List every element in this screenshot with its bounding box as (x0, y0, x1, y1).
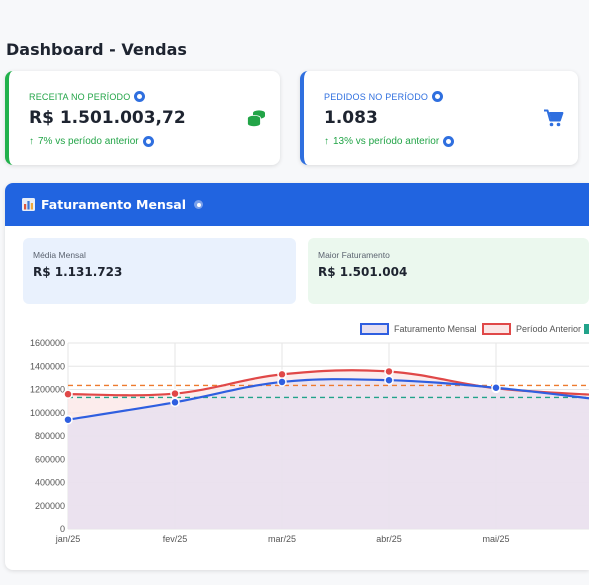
avg-stat-box: Média Mensal R$ 1.131.723 (23, 238, 296, 304)
x-tick-label: jan/25 (55, 534, 81, 544)
data-point (63, 414, 73, 425)
cart-icon (544, 109, 564, 127)
y-tick-label: 1600000 (30, 338, 65, 348)
series-line (68, 378, 589, 421)
orders-kpi-value: 1.083 (324, 108, 378, 128)
chart-card-title: Faturamento Mensal (41, 197, 187, 212)
x-tick-label: mar/25 (268, 534, 296, 544)
x-tick-label: mai/25 (482, 534, 509, 544)
data-point (384, 375, 394, 385)
info-icon[interactable] (142, 136, 154, 147)
y-tick-label: 400000 (35, 478, 65, 488)
orders-kpi-card: PEDIDOS NO PERÍODO 1.083 ↑ 13% vs períod… (300, 71, 578, 165)
y-tick-label: 1000000 (30, 408, 65, 418)
line-chart: 0 200000 400000 600000 800000 1000000 1200000 1… (30, 323, 589, 544)
revenue-kpi-value: R$ 1.501.003,72 (29, 108, 186, 128)
legend-swatch (360, 323, 389, 335)
series-area (68, 379, 589, 529)
legend-label: Faturamento Mensal (394, 324, 477, 334)
data-point (63, 389, 73, 399)
avg-stat-label: Média Mensal (33, 250, 86, 260)
y-tick-label: 0 (60, 524, 65, 534)
avg-stat-value: R$ 1.131.723 (33, 265, 123, 279)
y-tick-label: 600000 (35, 454, 65, 464)
max-stat-box: Maior Faturamento R$ 1.501.004 (308, 238, 589, 304)
data-point (170, 397, 180, 408)
revenue-chart-card: Faturamento Mensal Média Mensal R$ 1.131… (5, 183, 589, 570)
info-icon[interactable] (443, 136, 455, 147)
page-title: Dashboard - Vendas (6, 40, 187, 59)
legend-swatch (584, 324, 589, 334)
orders-kpi-trend: 13% vs período anterior (333, 136, 440, 147)
revenue-kpi-label: RECEITA NO PERÍODO (29, 91, 131, 102)
info-icon[interactable] (194, 200, 204, 209)
legend-swatch (482, 323, 511, 335)
coins-icon (247, 110, 265, 127)
data-point (170, 388, 180, 399)
max-stat-value: R$ 1.501.004 (318, 265, 408, 279)
orders-kpi-label: PEDIDOS NO PERÍODO (324, 91, 429, 102)
data-point (384, 366, 394, 377)
data-point (491, 383, 501, 393)
x-tick-label: fev/25 (163, 534, 188, 544)
x-tick-label: abr/25 (376, 534, 402, 544)
y-tick-label: 1200000 (30, 385, 65, 395)
chart-card-header: Faturamento Mensal (5, 183, 589, 226)
max-stat-label: Maior Faturamento (318, 250, 390, 260)
y-tick-label: 200000 (35, 501, 65, 511)
arrow-up-icon: ↑ (29, 136, 34, 147)
info-icon[interactable] (432, 91, 444, 102)
bar-chart-icon (22, 198, 35, 211)
y-tick-label: 800000 (35, 431, 65, 441)
revenue-kpi-card: RECEITA NO PERÍODO R$ 1.501.003,72 ↑ 7% … (5, 71, 280, 165)
revenue-kpi-trend: 7% vs período anterior (38, 136, 139, 147)
y-tick-label: 1400000 (30, 361, 65, 371)
data-point (277, 377, 287, 387)
legend-label: Período Anterior (516, 324, 581, 334)
arrow-up-icon: ↑ (324, 136, 329, 147)
info-icon[interactable] (134, 91, 146, 102)
data-point (277, 369, 287, 380)
